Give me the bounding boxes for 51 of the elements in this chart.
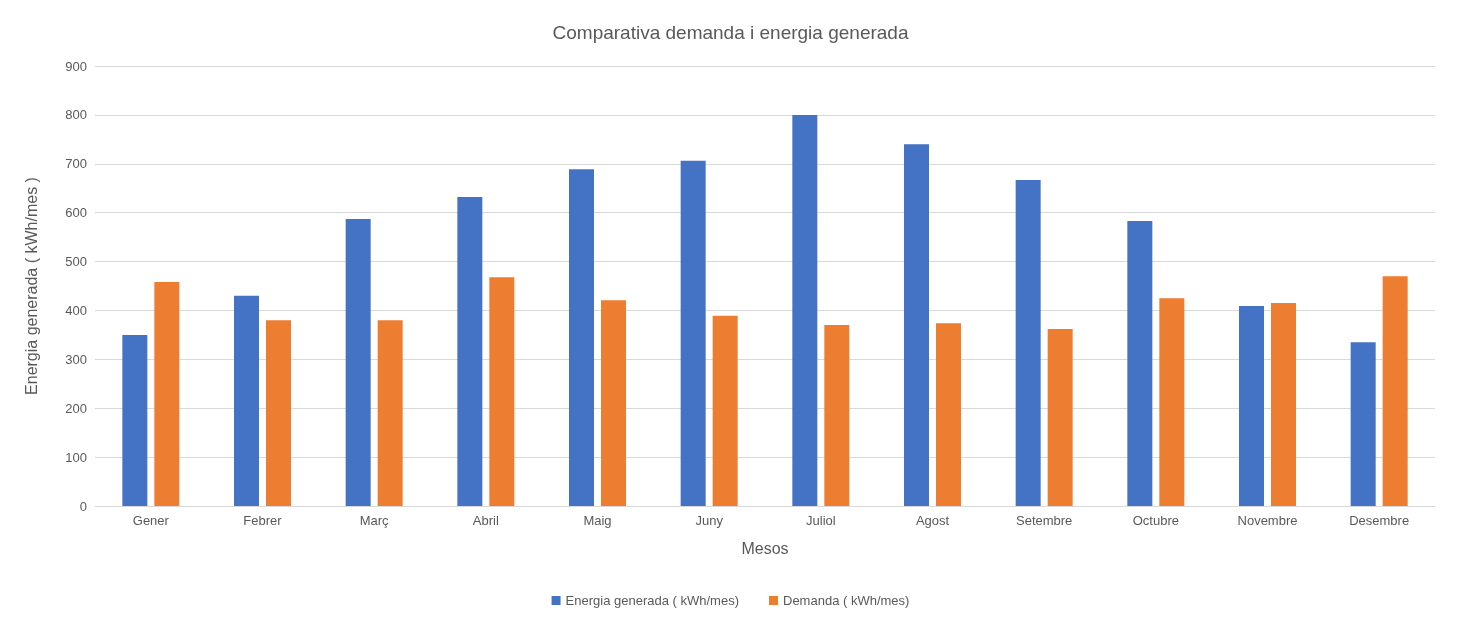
bar [345, 219, 371, 506]
x-tick-label: Febrer [243, 513, 283, 528]
y-tick-label: 500 [65, 254, 87, 270]
x-tick-label: Gener [132, 513, 170, 528]
bar [457, 197, 483, 506]
bar [601, 300, 626, 506]
bar [712, 315, 738, 506]
chart-title: Comparativa demanda i energia generada [552, 22, 909, 43]
bar [936, 323, 961, 506]
y-tick-label: 700 [65, 156, 87, 172]
bar [792, 114, 818, 506]
y-tick-label: 300 [65, 351, 87, 367]
x-tick-label: Agost [915, 513, 950, 528]
y-tick-label: 800 [65, 107, 87, 123]
x-tick-label: Setembre [1015, 513, 1073, 528]
bar [1159, 298, 1185, 506]
x-tick-label: Novembre [1237, 513, 1298, 528]
legend-label: Energia generada ( kWh/mes) [565, 593, 740, 608]
x-tick-label: Abril [472, 513, 499, 528]
bar [1350, 342, 1376, 506]
x-axis-title: Mesos [741, 539, 789, 557]
y-tick-label: 100 [65, 449, 87, 465]
bar [154, 282, 180, 506]
bar [234, 295, 259, 506]
y-axis-title: Energia generada ( kWh/mes ) [22, 177, 40, 395]
bar [569, 169, 594, 506]
bar [1271, 303, 1296, 506]
x-tick-label: Desembre [1349, 513, 1410, 528]
x-tick-label: Març [359, 513, 390, 528]
y-tick-label: 900 [65, 58, 87, 74]
x-tick-label: Juliol [806, 513, 836, 528]
bar [904, 144, 929, 506]
bar [1127, 220, 1153, 506]
bar [1382, 276, 1408, 506]
bar [1015, 179, 1041, 506]
y-tick-label: 600 [65, 205, 87, 221]
y-tick-label: 200 [65, 400, 87, 416]
bar [377, 320, 403, 506]
bar [489, 277, 515, 506]
bar [1239, 306, 1264, 506]
bar [680, 160, 706, 506]
x-tick-label: Juny [695, 513, 724, 528]
bar [266, 320, 291, 506]
bar [824, 325, 850, 506]
legend-label: Demanda ( kWh/mes) [783, 593, 910, 608]
bar [122, 334, 148, 506]
y-tick-label: 0 [79, 498, 87, 514]
bar [1047, 329, 1073, 506]
x-tick-label: Maig [583, 513, 612, 528]
y-tick-label: 400 [65, 302, 87, 318]
x-tick-label: Octubre [1132, 513, 1179, 528]
